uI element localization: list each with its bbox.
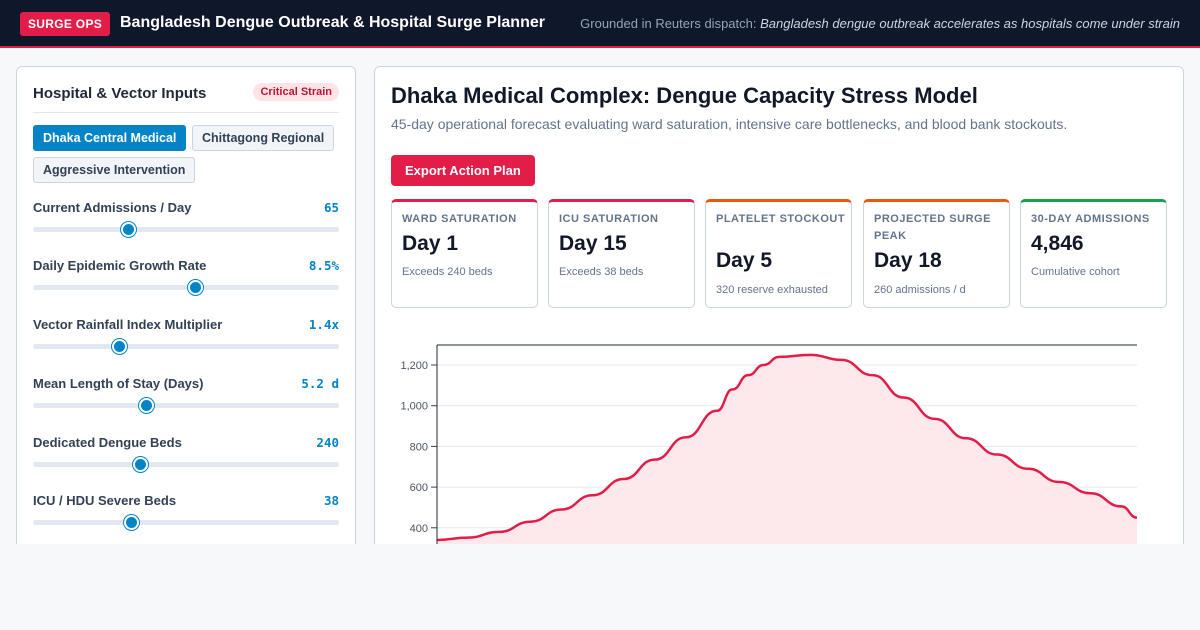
model-title: Dhaka Medical Complex: Dengue Capacity S… [391,83,978,108]
slider-value: 65 [323,200,339,215]
capacity-chart: 400 600 800 1,000 1,200 [375,327,1183,544]
slider-track[interactable] [33,398,339,413]
slider-thumb[interactable] [120,222,136,237]
slider-label: Mean Length of Stay (Days) [33,376,204,391]
kpi-label: PLATELET STOCKOUT [716,213,846,225]
slider-label: Daily Epidemic Growth Rate [33,258,207,273]
kpi-label: PROJECTED SURGE PEAK [874,213,991,242]
y-tick-label: 600 [410,482,428,494]
slider-thumb[interactable] [188,280,204,295]
top-bar: SURGE OPS Bangladesh Dengue Outbreak & H… [0,0,1200,48]
kpi-card-surge-peak: PROJECTED SURGE PEAK Day 18 260 admissio… [863,199,1010,308]
inputs-panel-title: Hospital & Vector Inputs [33,85,207,102]
kpi-label: ICU SATURATION [559,213,659,225]
slider-label: Vector Rainfall Index Multiplier [33,317,223,332]
slider-track[interactable] [33,457,339,472]
slider-label: Dedicated Dengue Beds [33,435,182,450]
model-panel: Dhaka Medical Complex: Dengue Capacity S… [374,66,1184,544]
surge-ops-badge: SURGE OPS [20,12,111,36]
y-tick-label: 400 [410,523,428,535]
slider-track[interactable] [33,280,339,295]
kpi-value: Day 5 [716,249,773,272]
status-badge: Critical Strain [253,83,339,101]
export-action-plan-button[interactable]: Export Action Plan [391,155,535,186]
slider-thumb[interactable] [123,515,139,530]
kpi-note: Cumulative cohort [1031,266,1120,278]
kpi-value: Day 15 [559,232,627,255]
source-attribution: Grounded in Reuters dispatch: Bangladesh… [580,16,1180,31]
kpi-card-icu-saturation: ICU SATURATION Day 15 Exceeds 38 beds [548,199,695,308]
kpi-label: 30-DAY ADMISSIONS [1031,213,1150,225]
scenario-dhaka-central[interactable]: Dhaka Central Medical [33,125,187,151]
kpi-label: WARD SATURATION [402,213,517,225]
slider-label: ICU / HDU Severe Beds [33,493,177,508]
kpi-note: 320 reserve exhausted [716,284,828,296]
inputs-panel-header: Hospital & Vector Inputs Critical Strain [33,83,339,113]
source-headline-link[interactable]: Bangladesh dengue outbreak accelerates a… [760,16,1180,31]
slider-thumb[interactable] [139,398,155,413]
kpi-note: 260 admissions / d [874,284,966,296]
y-tick-label: 800 [410,441,428,453]
slider-label: Current Admissions / Day [33,200,192,215]
slider-icu-beds: ICU / HDU Severe Beds 38 [33,493,339,539]
slider-track[interactable] [33,515,339,530]
slider-rainfall-multiplier: Vector Rainfall Index Multiplier 1.4x [33,317,339,363]
scenario-aggressive-intervention[interactable]: Aggressive Intervention [33,157,196,183]
capacity-chart-svg: 400 600 800 1,000 1,200 [400,344,1138,544]
slider-thumb[interactable] [111,339,127,354]
slider-growth-rate: Daily Epidemic Growth Rate 8.5% [33,258,339,304]
slider-length-of-stay: Mean Length of Stay (Days) 5.2 d [33,376,339,422]
kpi-card-30-day-admissions: 30-DAY ADMISSIONS 4,846 Cumulative cohor… [1020,199,1167,308]
inputs-panel: Hospital & Vector Inputs Critical Strain… [16,66,356,544]
y-tick-label: 1,200 [400,360,428,372]
slider-admissions: Current Admissions / Day 65 [33,200,339,246]
kpi-note: Exceeds 240 beds [402,266,493,278]
kpi-value: Day 18 [874,249,942,272]
admissions-line [436,353,1138,542]
kpi-value: Day 1 [402,232,459,255]
slider-value: 240 [316,435,339,450]
slider-thumb[interactable] [133,457,149,472]
kpi-card-platelet-stockout: PLATELET STOCKOUT Day 5 320 reserve exha… [705,199,852,308]
slider-value: 5.2 d [301,376,339,391]
source-prefix: Grounded in Reuters dispatch: [580,16,757,31]
slider-value: 1.4x [308,317,339,332]
slider-dengue-beds: Dedicated Dengue Beds 240 [33,435,339,481]
kpi-note: Exceeds 38 beds [559,266,644,278]
scenario-chittagong-regional[interactable]: Chittagong Regional [192,125,335,151]
kpi-card-ward-saturation: WARD SATURATION Day 1 Exceeds 240 beds [391,199,538,308]
admissions-area-fill [437,354,1137,544]
kpi-value: 4,846 [1031,232,1084,255]
slider-track[interactable] [33,222,339,237]
slider-value: 8.5% [308,258,339,273]
slider-value: 38 [323,493,339,508]
model-subtitle: 45-day operational forecast evaluating w… [391,116,1068,132]
slider-track[interactable] [33,339,339,354]
y-tick-label: 1,000 [400,401,428,413]
app-title: Bangladesh Dengue Outbreak & Hospital Su… [120,14,545,31]
